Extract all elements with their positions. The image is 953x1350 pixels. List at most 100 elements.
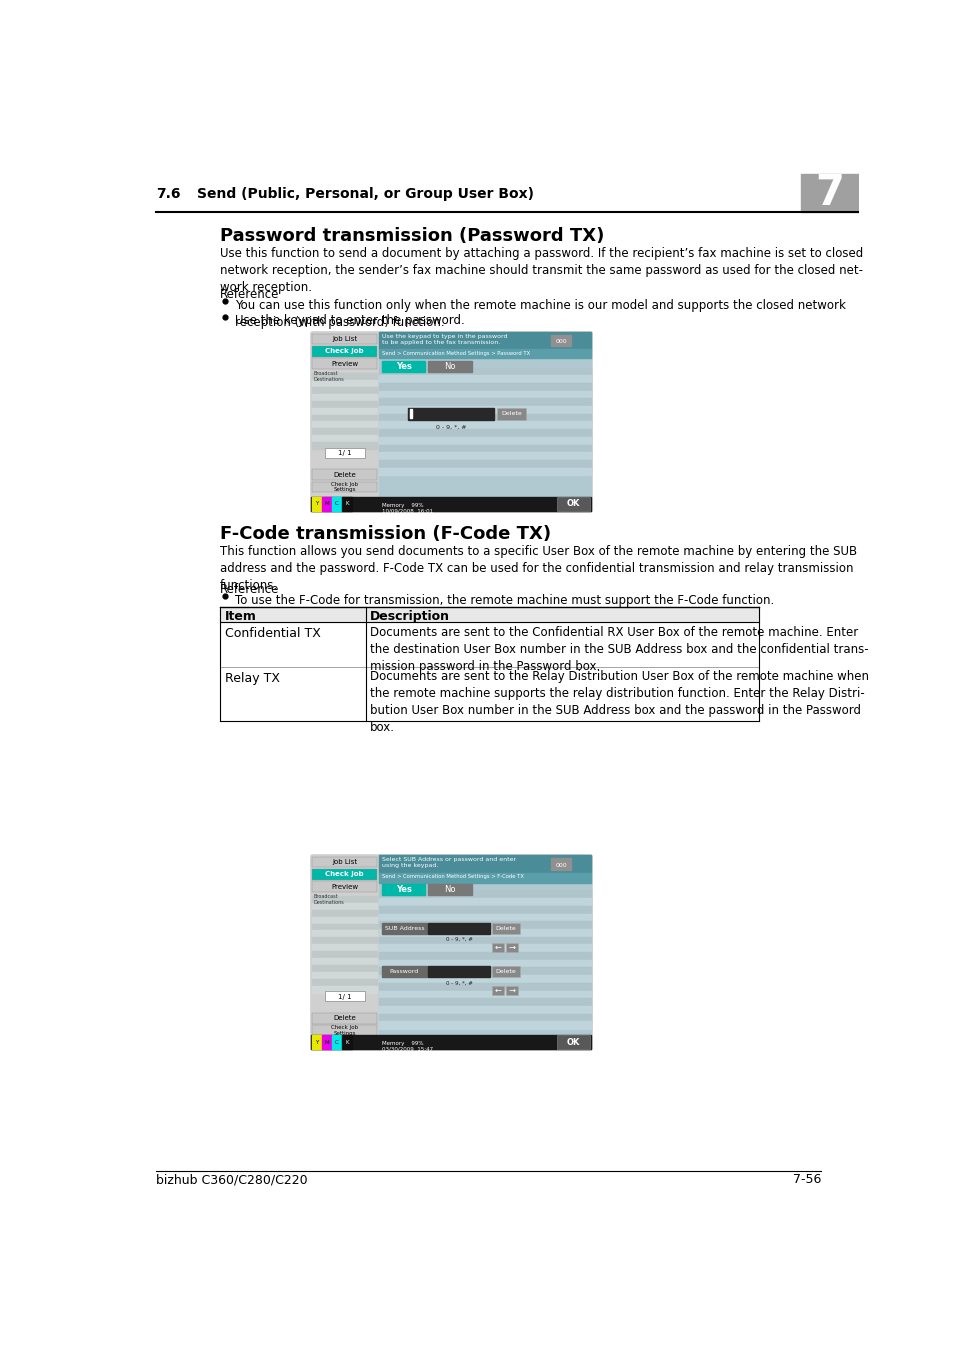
- Bar: [378, 452, 591, 460]
- Text: Job List: Job List: [332, 859, 357, 865]
- Bar: [378, 406, 591, 414]
- Bar: [378, 390, 591, 398]
- Bar: [312, 394, 377, 401]
- Bar: [342, 1035, 352, 1049]
- Bar: [492, 923, 519, 934]
- Bar: [557, 497, 589, 510]
- Bar: [378, 906, 591, 914]
- Bar: [378, 398, 591, 406]
- Bar: [311, 855, 591, 1049]
- Text: bizhub C360/C280/C220: bizhub C360/C280/C220: [156, 1173, 308, 1187]
- Bar: [428, 884, 472, 895]
- Text: Check Job: Check Job: [325, 348, 364, 355]
- Bar: [312, 923, 377, 930]
- Text: Memory    99%: Memory 99%: [381, 504, 423, 508]
- Bar: [550, 859, 571, 871]
- Text: Delete: Delete: [495, 969, 516, 973]
- Bar: [220, 608, 759, 622]
- Text: →: →: [508, 986, 516, 995]
- Bar: [312, 856, 377, 867]
- Text: Preview: Preview: [331, 360, 358, 367]
- Text: Send > Communication Method Settings > Password TX: Send > Communication Method Settings > P…: [381, 351, 530, 355]
- Text: Password transmission (Password TX): Password transmission (Password TX): [220, 227, 604, 246]
- Bar: [378, 332, 591, 510]
- Bar: [378, 414, 591, 421]
- Bar: [322, 497, 332, 510]
- Text: Check Job: Check Job: [325, 871, 364, 878]
- Bar: [505, 986, 517, 995]
- Bar: [332, 1035, 341, 1049]
- Bar: [324, 448, 365, 458]
- Bar: [378, 968, 591, 975]
- Bar: [312, 896, 377, 903]
- Bar: [312, 1012, 377, 1023]
- Bar: [312, 965, 377, 972]
- Bar: [312, 346, 377, 356]
- Text: Documents are sent to the Confidential RX User Box of the remote machine. Enter
: Documents are sent to the Confidential R…: [370, 625, 868, 672]
- Text: 0 - 9, *, #: 0 - 9, *, #: [446, 937, 473, 942]
- Text: Preview: Preview: [331, 883, 358, 890]
- Text: Reference: Reference: [220, 583, 279, 597]
- Bar: [312, 1035, 321, 1049]
- Bar: [312, 986, 377, 992]
- Text: To use the F-Code for transmission, the remote machine must support the F-Code f: To use the F-Code for transmission, the …: [235, 594, 774, 608]
- Bar: [378, 421, 591, 429]
- Bar: [332, 497, 341, 510]
- Text: Y: Y: [314, 501, 318, 506]
- Bar: [378, 444, 591, 452]
- Text: Check Job
Settings: Check Job Settings: [331, 482, 358, 493]
- Text: Description: Description: [370, 610, 450, 622]
- Bar: [312, 869, 377, 880]
- Text: Confidential TX: Confidential TX: [224, 628, 320, 640]
- Bar: [801, 174, 858, 212]
- Text: C: C: [335, 501, 338, 506]
- Text: C: C: [335, 1040, 338, 1045]
- Text: Password: Password: [390, 969, 418, 973]
- Bar: [410, 409, 412, 418]
- Text: Delete: Delete: [333, 471, 355, 478]
- Bar: [312, 408, 377, 414]
- Bar: [312, 470, 377, 481]
- Bar: [378, 855, 591, 873]
- Bar: [342, 497, 352, 510]
- Bar: [378, 350, 591, 358]
- Text: 0 - 9, *, #: 0 - 9, *, #: [436, 425, 466, 431]
- Text: 0 - 9, *, #: 0 - 9, *, #: [446, 980, 473, 986]
- Bar: [311, 497, 591, 510]
- Bar: [312, 333, 377, 344]
- Bar: [408, 408, 493, 420]
- Text: Relay TX: Relay TX: [224, 672, 279, 684]
- Bar: [557, 1035, 589, 1049]
- Bar: [311, 855, 378, 1049]
- Text: No: No: [444, 362, 456, 371]
- Bar: [381, 362, 425, 373]
- Bar: [312, 358, 377, 369]
- Bar: [378, 929, 591, 937]
- Text: Use the keypad to enter the password.: Use the keypad to enter the password.: [235, 315, 465, 328]
- Text: Check Job
Settings: Check Job Settings: [331, 1025, 358, 1035]
- Bar: [381, 965, 427, 976]
- Bar: [312, 930, 377, 937]
- Text: Select SUB Address or password and enter
using the keypad.: Select SUB Address or password and enter…: [381, 856, 516, 868]
- Bar: [312, 443, 377, 450]
- Text: 1/ 1: 1/ 1: [337, 994, 352, 1000]
- Text: 03/30/2009  15:47: 03/30/2009 15:47: [381, 1046, 433, 1052]
- Bar: [492, 965, 519, 976]
- Bar: [311, 1035, 591, 1049]
- Bar: [378, 437, 591, 444]
- Text: Delete: Delete: [495, 926, 516, 930]
- Text: This function allows you send documents to a specific User Box of the remote mac: This function allows you send documents …: [220, 544, 856, 591]
- Bar: [378, 429, 591, 437]
- Bar: [378, 367, 591, 375]
- Text: Yes: Yes: [395, 886, 411, 894]
- Text: K: K: [345, 501, 349, 506]
- Bar: [378, 460, 591, 467]
- Text: Reference: Reference: [220, 288, 279, 301]
- Bar: [312, 958, 377, 965]
- Text: Send > Communication Method Settings > F-Code TX: Send > Communication Method Settings > F…: [381, 875, 523, 879]
- Text: ←: ←: [495, 942, 501, 952]
- Bar: [492, 986, 504, 995]
- Text: OK: OK: [566, 1038, 579, 1046]
- Bar: [550, 335, 571, 346]
- Text: Memory    99%: Memory 99%: [381, 1041, 423, 1046]
